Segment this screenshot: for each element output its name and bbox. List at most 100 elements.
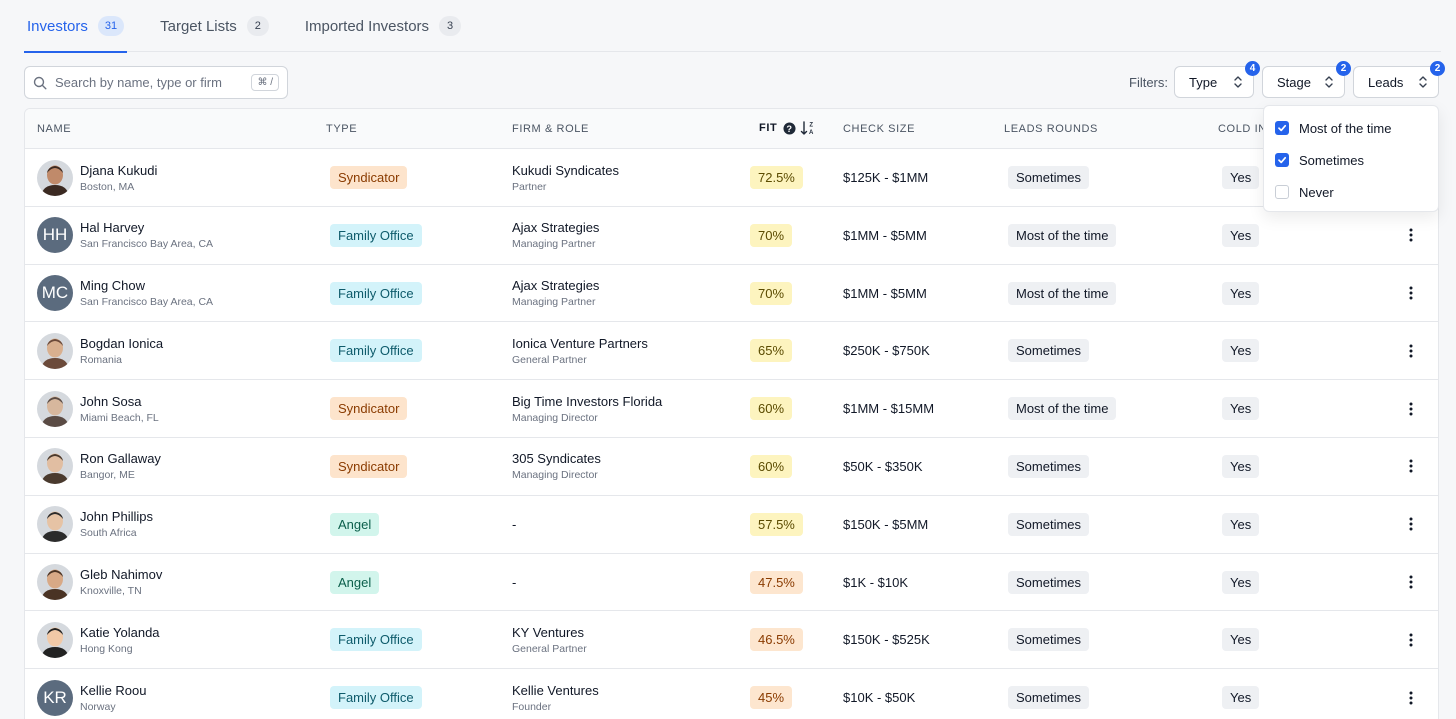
firm-name: KY Ventures (512, 624, 585, 640)
filters-label: Filters: (1129, 75, 1168, 90)
option-sometimes[interactable]: Sometimes (1264, 144, 1438, 176)
more-options-icon[interactable] (1409, 691, 1413, 705)
option-most-of-the-time[interactable]: Most of the time (1264, 112, 1438, 144)
column-header-leads-rounds[interactable]: LEADS ROUNDS (1004, 123, 1098, 135)
investor-location: Hong Kong (80, 642, 133, 655)
investor-cell[interactable]: Djana Kukudi Boston, MA (37, 149, 157, 206)
search-input[interactable] (55, 75, 252, 90)
investor-name[interactable]: John Phillips (80, 509, 153, 525)
checkbox-unchecked-icon[interactable] (1275, 185, 1289, 199)
table-row[interactable]: Djana Kukudi Boston, MA Syndicator Kukud… (25, 149, 1438, 207)
check-size: $10K - $50K (843, 690, 916, 706)
search-box[interactable]: ⌘ / (24, 66, 288, 99)
investor-name[interactable]: Ming Chow (80, 278, 146, 294)
avatar: HH (37, 217, 73, 254)
more-options-icon[interactable] (1409, 517, 1413, 531)
investor-cell[interactable]: MC Ming Chow San Francisco Bay Area, CA (37, 265, 213, 322)
filter-label: Type (1189, 74, 1218, 90)
firm-name: - (512, 574, 517, 590)
tab-label: Investors (27, 17, 88, 35)
avatar (37, 332, 73, 369)
firm-role: Founder (512, 700, 552, 713)
column-header-name[interactable]: NAME (37, 123, 72, 135)
type-tag: Syndicator (330, 397, 408, 421)
investor-name[interactable]: Katie Yolanda (80, 624, 160, 640)
check-size: $150K - $525K (843, 632, 930, 648)
tab-count-badge: 2 (246, 16, 269, 36)
column-header-check-size[interactable]: CHECK SIZE (843, 123, 916, 135)
cold-in-tag: Yes (1222, 223, 1260, 247)
tab-count-badge: 31 (97, 16, 125, 36)
more-options-icon[interactable] (1409, 228, 1413, 242)
investor-cell[interactable]: HH Hal Harvey San Francisco Bay Area, CA (37, 207, 213, 264)
firm-role: General Partner (512, 353, 587, 366)
tab-imported-investors[interactable]: Imported Investors 3 (302, 0, 464, 52)
tab-investors[interactable]: Investors 31 (24, 0, 128, 53)
investor-cell[interactable]: Bogdan Ionica Romania (37, 322, 163, 379)
firm-name: - (512, 516, 517, 532)
cold-in-tag: Yes (1222, 281, 1260, 305)
table-row[interactable]: Ron Gallaway Bangor, ME Syndicator 305 S… (25, 438, 1438, 496)
keyboard-shortcut-hint: ⌘ / (251, 74, 279, 91)
firm-role: General Partner (512, 642, 587, 655)
leads-filter-button[interactable]: Leads 2 (1353, 61, 1445, 98)
check-size: $150K - $5MM (843, 516, 929, 532)
table-row[interactable]: Katie Yolanda Hong Kong Family Office KY… (25, 611, 1438, 670)
fit-score-badge: 57.5% (750, 512, 803, 536)
investor-location: San Francisco Bay Area, CA (80, 296, 214, 309)
column-header-firm[interactable]: FIRM & ROLE (512, 123, 589, 135)
type-filter-button[interactable]: Type 4 (1174, 61, 1260, 98)
leads-rounds-tag: Most of the time (1008, 281, 1117, 305)
avatar-photo (37, 448, 73, 485)
investor-cell[interactable]: KR Kellie Roou Norway (37, 669, 147, 719)
checkbox-checked-icon[interactable] (1275, 121, 1289, 135)
investor-cell[interactable]: Katie Yolanda Hong Kong (37, 611, 160, 668)
investor-name[interactable]: Bogdan Ionica (80, 335, 164, 351)
table-row[interactable]: HH Hal Harvey San Francisco Bay Area, CA… (25, 207, 1438, 265)
more-options-icon[interactable] (1409, 286, 1413, 300)
stage-filter-button[interactable]: Stage 2 (1262, 61, 1351, 98)
check-size: $125K - $1MM (843, 170, 929, 185)
investor-name[interactable]: Djana Kukudi (80, 162, 158, 178)
investor-cell[interactable]: Ron Gallaway Bangor, ME (37, 438, 161, 495)
check-size: $1MM - $15MM (843, 401, 935, 417)
more-options-icon[interactable] (1409, 344, 1413, 358)
cold-in-tag: Yes (1222, 628, 1260, 652)
checkbox-checked-icon[interactable] (1275, 153, 1289, 167)
table-row[interactable]: Bogdan Ionica Romania Family Office Ioni… (25, 322, 1438, 381)
investor-name[interactable]: John Sosa (80, 393, 142, 409)
type-tag: Family Office (330, 281, 422, 305)
investor-cell[interactable]: John Phillips South Africa (37, 496, 153, 553)
investor-name[interactable]: Hal Harvey (80, 220, 145, 236)
investor-name[interactable]: Kellie Roou (80, 682, 147, 698)
more-options-icon[interactable] (1409, 459, 1413, 473)
table-row[interactable]: MC Ming Chow San Francisco Bay Area, CA … (25, 265, 1438, 323)
column-header-type[interactable]: TYPE (326, 123, 358, 135)
search-icon (33, 76, 47, 90)
column-header-cold-in[interactable]: COLD IN (1218, 123, 1267, 135)
option-never[interactable]: Never (1264, 176, 1438, 208)
type-tag: Family Office (330, 223, 422, 247)
cold-in-tag: Yes (1222, 512, 1260, 536)
more-options-icon[interactable] (1409, 575, 1413, 589)
type-tag: Angel (330, 570, 380, 594)
tab-target-lists[interactable]: Target Lists 2 (157, 0, 272, 52)
table-row[interactable]: John Phillips South Africa Angel - 57.5%… (25, 496, 1438, 554)
table-row[interactable]: John Sosa Miami Beach, FL Syndicator Big… (25, 380, 1438, 438)
help-icon[interactable]: ? (783, 121, 796, 135)
leads-rounds-tag: Sometimes (1008, 166, 1090, 189)
more-options-icon[interactable] (1409, 402, 1413, 416)
table-row[interactable]: KR Kellie Roou Norway Family Office Kell… (25, 669, 1438, 719)
investor-name[interactable]: Gleb Nahimov (80, 567, 163, 583)
investor-cell[interactable]: John Sosa Miami Beach, FL (37, 380, 159, 437)
table-row[interactable]: Gleb Nahimov Knoxville, TN Angel - 47.5%… (25, 554, 1438, 612)
more-options-icon[interactable] (1409, 633, 1413, 647)
column-header-fit-label: FIT (759, 122, 778, 134)
sort-descending-icon[interactable]: ZA (800, 120, 816, 136)
type-tag: Family Office (330, 628, 422, 652)
investor-name[interactable]: Ron Gallaway (80, 451, 161, 467)
tab-label: Target Lists (160, 17, 237, 35)
investor-cell[interactable]: Gleb Nahimov Knoxville, TN (37, 554, 162, 611)
